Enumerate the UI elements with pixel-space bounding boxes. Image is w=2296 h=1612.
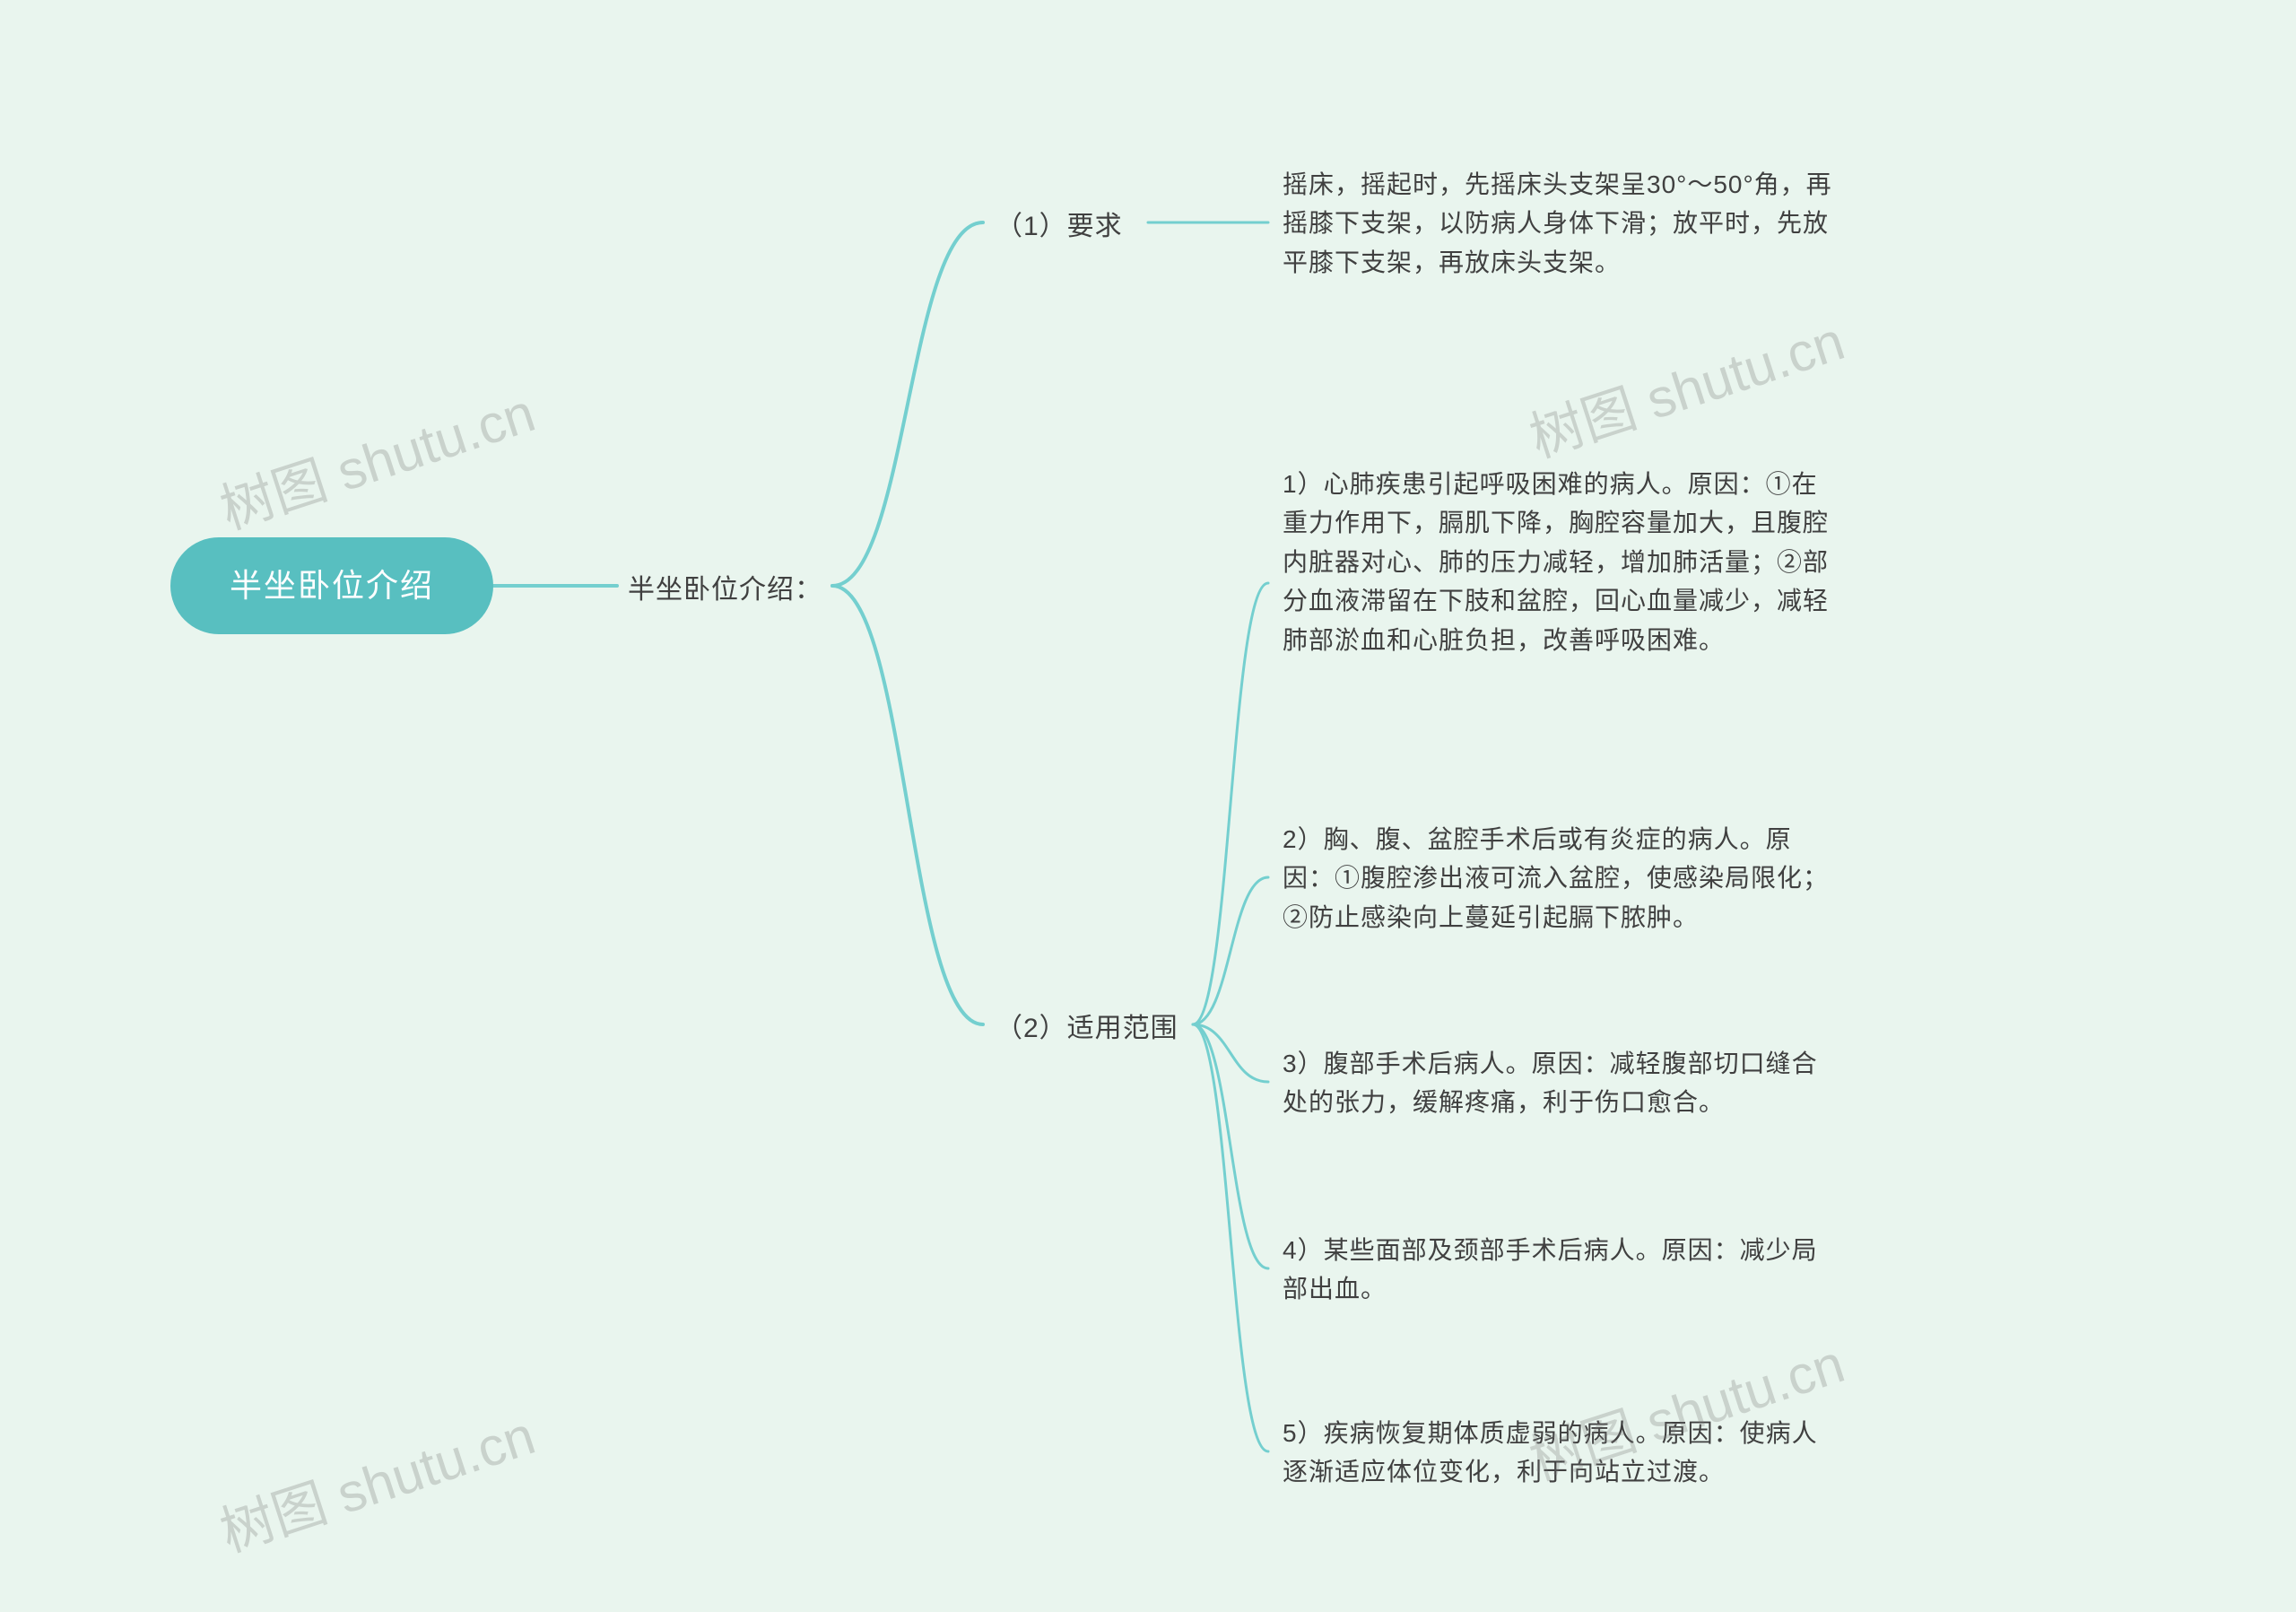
mindmap-canvas: 半坐卧位介绍 半坐卧位介绍： （1）要求 （2）适用范围 摇床，摇起时，先摇床头支…	[0, 0, 2296, 1612]
leaf-text: 3）腹部手术后病人。原因：减轻腹部切口缝合处的张力，缓解疼痛，利于伤口愈合。	[1283, 1050, 1818, 1116]
level2-node-req[interactable]: （1）要求	[996, 206, 1123, 248]
leaf-node-scope-3[interactable]: 4）某些面部及颈部手术后病人。原因：减少局部出血。	[1283, 1231, 1839, 1309]
level2-label: （2）适用范围	[996, 1014, 1178, 1043]
leaf-node-scope-1[interactable]: 2）胸、腹、盆腔手术后或有炎症的病人。原因：①腹腔渗出液可流入盆腔，使感染局限化…	[1283, 820, 1839, 937]
leaf-node-scope-2[interactable]: 3）腹部手术后病人。原因：减轻腹部切口缝合处的张力，缓解疼痛，利于伤口愈合。	[1283, 1044, 1839, 1122]
level1-label: 半坐卧位介绍：	[628, 575, 822, 605]
leaf-text: 1）心肺疾患引起呼吸困难的病人。原因：①在重力作用下，膈肌下降，胸腔容量加大，且…	[1283, 470, 1829, 654]
leaf-text: 5）疾病恢复期体质虚弱的病人。原因：使病人逐渐适应体位变化，利于向站立过渡。	[1283, 1419, 1818, 1486]
watermark: 树图 shutu.cn	[1518, 298, 1853, 473]
leaf-text: 摇床，摇起时，先摇床头支架呈30°～50°角，再摇膝下支架，以防病人身体下滑；放…	[1283, 170, 1832, 276]
level2-node-scope[interactable]: （2）适用范围	[996, 1008, 1178, 1050]
root-node[interactable]: 半坐卧位介绍	[170, 537, 493, 634]
watermark: 树图 shutu.cn	[209, 370, 544, 545]
leaf-text: 2）胸、腹、盆腔手术后或有炎症的病人。原因：①腹腔渗出液可流入盆腔，使感染局限化…	[1283, 825, 1829, 931]
leaf-node-scope-4[interactable]: 5）疾病恢复期体质虚弱的病人。原因：使病人逐渐适应体位变化，利于向站立过渡。	[1283, 1414, 1839, 1492]
level2-label: （1）要求	[996, 212, 1123, 241]
leaf-node-req-0[interactable]: 摇床，摇起时，先摇床头支架呈30°～50°角，再摇膝下支架，以防病人身体下滑；放…	[1283, 165, 1839, 282]
level1-node[interactable]: 半坐卧位介绍：	[628, 570, 822, 612]
leaf-node-scope-0[interactable]: 1）心肺疾患引起呼吸困难的病人。原因：①在重力作用下，膈肌下降，胸腔容量加大，且…	[1283, 465, 1839, 659]
root-label: 半坐卧位介绍	[230, 561, 434, 611]
watermark: 树图 shutu.cn	[209, 1392, 544, 1567]
connector-layer	[0, 0, 2296, 1612]
leaf-text: 4）某些面部及颈部手术后病人。原因：减少局部出血。	[1283, 1236, 1818, 1303]
